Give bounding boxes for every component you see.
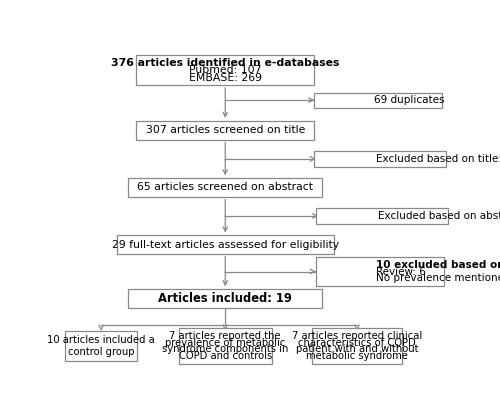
- Text: Excluded based on title: 242: Excluded based on title: 242: [376, 154, 500, 164]
- FancyBboxPatch shape: [128, 178, 322, 197]
- Text: syndrome components in: syndrome components in: [162, 344, 288, 354]
- Text: 307 articles screened on title: 307 articles screened on title: [146, 125, 305, 135]
- FancyBboxPatch shape: [179, 328, 272, 364]
- Text: 69 duplicates: 69 duplicates: [374, 95, 445, 105]
- FancyBboxPatch shape: [316, 208, 448, 224]
- Text: Excluded based on abstract: 36: Excluded based on abstract: 36: [378, 211, 500, 221]
- Text: Pubmed: 107: Pubmed: 107: [189, 65, 262, 75]
- Text: 376 articles identified in e-databases: 376 articles identified in e-databases: [111, 58, 340, 68]
- Text: 29 full-text articles assessed for eligibility: 29 full-text articles assessed for eligi…: [112, 239, 339, 250]
- Text: Articles included: 19: Articles included: 19: [158, 292, 292, 305]
- FancyBboxPatch shape: [128, 289, 322, 308]
- FancyBboxPatch shape: [314, 93, 442, 108]
- Text: 65 articles screened on abstract: 65 articles screened on abstract: [137, 183, 313, 192]
- Text: control group: control group: [68, 347, 134, 357]
- Text: 10 excluded based on:: 10 excluded based on:: [376, 260, 500, 270]
- Text: patient with and without: patient with and without: [296, 344, 418, 354]
- FancyBboxPatch shape: [136, 121, 314, 140]
- FancyBboxPatch shape: [136, 55, 314, 85]
- Text: COPD and controls: COPD and controls: [178, 351, 272, 361]
- FancyBboxPatch shape: [66, 331, 137, 361]
- FancyBboxPatch shape: [316, 257, 444, 286]
- Text: prevalence of metabolic: prevalence of metabolic: [165, 338, 286, 348]
- Text: 7 articles reported the: 7 articles reported the: [170, 331, 281, 341]
- Text: No prevalence mentioned: 4: No prevalence mentioned: 4: [376, 273, 500, 283]
- Text: metabolic syndrome: metabolic syndrome: [306, 351, 408, 361]
- FancyBboxPatch shape: [312, 328, 402, 364]
- Text: EMBASE: 269: EMBASE: 269: [189, 73, 262, 82]
- FancyBboxPatch shape: [116, 235, 334, 254]
- Text: characteristics of COPD: characteristics of COPD: [298, 338, 416, 348]
- FancyBboxPatch shape: [314, 151, 446, 166]
- Text: Review: 6: Review: 6: [376, 267, 426, 276]
- Text: 10 articles included a: 10 articles included a: [48, 335, 155, 345]
- Text: 7 articles reported clinical: 7 articles reported clinical: [292, 331, 422, 341]
